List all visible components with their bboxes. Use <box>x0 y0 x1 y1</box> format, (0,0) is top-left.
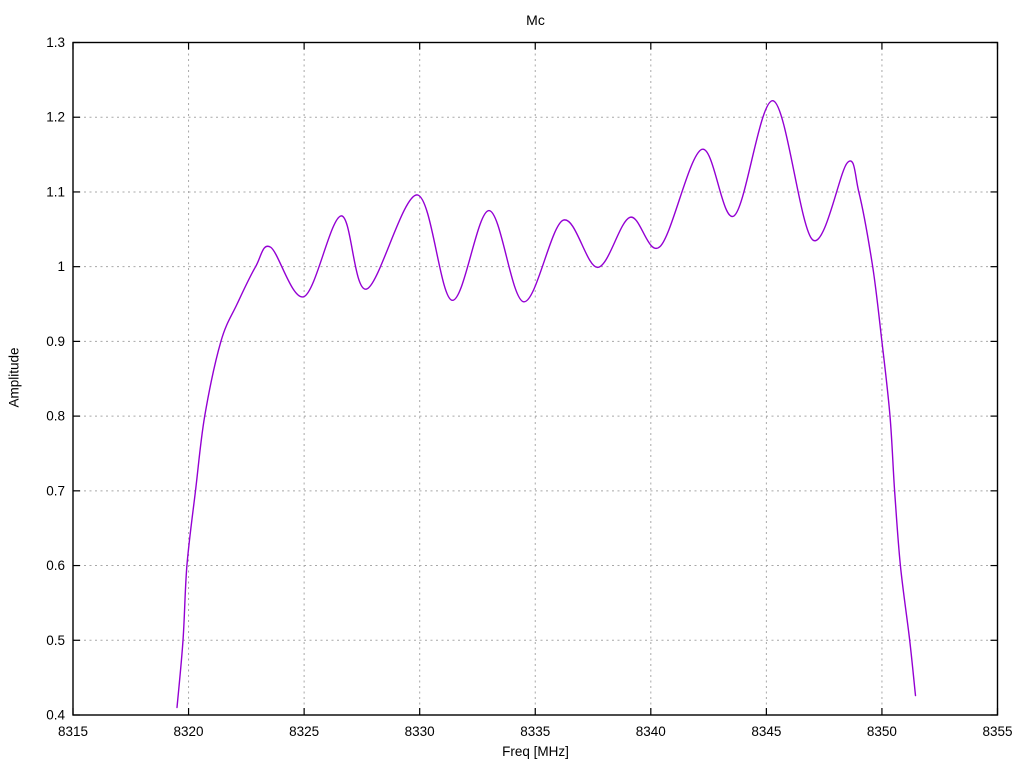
y-tick-label: 1.3 <box>46 35 65 50</box>
y-tick-label: 0.9 <box>46 334 65 349</box>
y-tick-label: 1.1 <box>46 184 65 199</box>
y-tick-label: 0.6 <box>46 558 65 573</box>
y-tick-label: 1 <box>57 259 65 274</box>
y-tick-label: 0.5 <box>46 633 65 648</box>
series-line-mc <box>176 100 917 709</box>
x-tick-label: 8330 <box>405 724 435 739</box>
y-axis-label: Amplitude <box>6 347 22 408</box>
x-tick-label: 8320 <box>174 724 204 739</box>
x-tick-label: 8335 <box>520 724 550 739</box>
x-tick-label: 8325 <box>289 724 319 739</box>
x-axis-label: Freq [MHz] <box>502 744 569 759</box>
tick-labels: 8315 8320 8325 8330 8335 8340 8345 8350 8355 0.4 0… <box>46 35 1012 739</box>
grid-lines <box>73 42 998 715</box>
chart-title: Mc <box>526 12 545 28</box>
x-tick-label: 8340 <box>636 724 666 739</box>
x-tick-label: 8350 <box>867 724 897 739</box>
x-tick-label: 8315 <box>58 724 88 739</box>
y-tick-label: 0.7 <box>46 483 65 498</box>
x-tick-label: 8355 <box>982 724 1012 739</box>
y-tick-label: 0.4 <box>46 708 65 723</box>
plot-border <box>72 41 999 716</box>
x-tick-label: 8345 <box>751 724 781 739</box>
y-tick-label: 1.2 <box>46 110 65 125</box>
y-tick-label: 0.8 <box>46 409 65 424</box>
